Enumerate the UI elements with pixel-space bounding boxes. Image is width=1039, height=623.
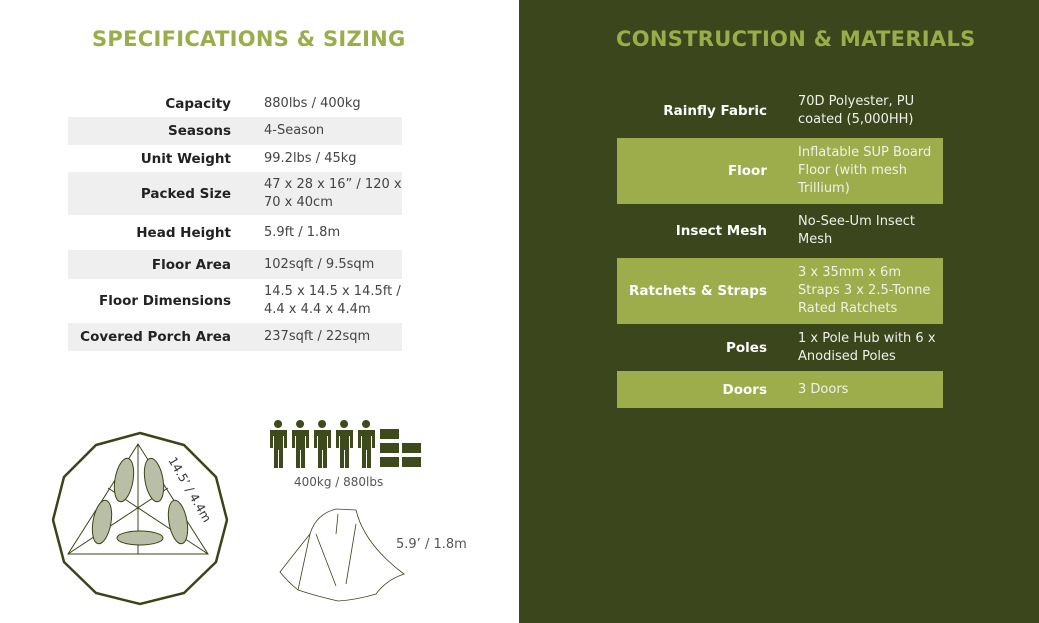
table-row: Ratchets & Straps 3 x 35mm x 6m Straps 3 … xyxy=(617,258,943,324)
person-icon xyxy=(336,420,353,468)
construction-panel: CONSTRUCTION & MATERIALS Rainfly Fabric 7… xyxy=(519,0,1039,623)
row-label: Seasons xyxy=(168,123,231,139)
table-row: Floor Area 102sqft / 9.5sqm xyxy=(68,250,402,279)
row-label: Poles xyxy=(726,339,767,356)
row-label: Floor Area xyxy=(151,256,231,273)
luggage-icon xyxy=(380,429,399,439)
row-label: Insect Mesh xyxy=(675,223,767,239)
table-row: Insect Mesh No-See-Um Insect Mesh xyxy=(617,204,943,258)
table-row: Seasons 4-Season xyxy=(68,117,402,145)
luggage-icon xyxy=(402,443,421,453)
table-row: Unit Weight 99.2lbs / 45kg xyxy=(68,145,402,172)
row-value: 99.2lbs / 45kg xyxy=(264,150,357,166)
table-row: Capacity 880lbs / 400kg xyxy=(68,90,402,117)
row-value: 880lbs / 400kg xyxy=(264,95,361,111)
capacity-icons xyxy=(270,420,421,468)
height-label: 5.9’ / 1.8m xyxy=(396,537,467,552)
luggage-icon xyxy=(402,457,421,467)
row-label: Unit Weight xyxy=(140,150,231,167)
specifications-panel: SPECIFICATIONS & SIZING Capacity 880lbs /… xyxy=(0,0,519,623)
row-value: No-See-Um Insect Mesh xyxy=(798,214,915,247)
row-label: Rainfly Fabric xyxy=(663,103,767,119)
construction-table: Rainfly Fabric 70D Polyester, PU coated (… xyxy=(617,84,943,408)
luggage-icon xyxy=(380,443,399,453)
row-value: 14.5 x 14.5 x 14.5ft / 4.4 x 4.4 x 4.4m xyxy=(264,284,401,317)
person-icon xyxy=(270,420,287,468)
floor-plan-diagram: 14.5’ / 4.4m xyxy=(51,431,229,606)
row-label: Capacity xyxy=(165,95,231,112)
capacity-label: 400kg / 880lbs xyxy=(294,475,384,489)
table-row: Head Height 5.9ft / 1.8m xyxy=(68,215,402,250)
specs-title: SPECIFICATIONS & SIZING xyxy=(92,27,406,51)
table-row: Doors 3 Doors xyxy=(617,371,943,408)
row-label: Covered Porch Area xyxy=(80,329,231,345)
person-icon xyxy=(358,420,375,468)
person-icon xyxy=(292,420,309,468)
row-value: 3 x 35mm x 6m Straps 3 x 2.5-Tonne Rated… xyxy=(798,265,931,316)
person-icon xyxy=(314,420,331,468)
luggage-icon xyxy=(380,457,399,467)
row-value: 47 x 28 x 16” / 120 x 70 x 40cm xyxy=(264,176,402,210)
table-row: Rainfly Fabric 70D Polyester, PU coated (… xyxy=(617,84,943,138)
row-label: Doors xyxy=(722,381,767,398)
row-label: Packed Size xyxy=(140,185,231,202)
row-value: 5.9ft / 1.8m xyxy=(264,224,341,240)
row-value: 3 Doors xyxy=(798,381,849,397)
row-label: Floor Dimensions xyxy=(98,293,231,309)
table-row: Packed Size 47 x 28 x 16” / 120 x 70 x 40… xyxy=(68,172,402,215)
row-value: 102sqft / 9.5sqm xyxy=(264,256,375,272)
table-row: Poles 1 x Pole Hub with 6 x Anodised Pole… xyxy=(617,324,943,371)
table-row: Floor Inflatable SUP Board Floor (with me… xyxy=(617,138,943,204)
tent-height-diagram xyxy=(279,508,405,602)
row-label: Ratchets & Straps xyxy=(628,283,767,299)
row-value: 1 x Pole Hub with 6 x Anodised Poles xyxy=(798,330,936,364)
row-value: Inflatable SUP Board Floor (with mesh Tr… xyxy=(798,145,932,196)
row-value: 70D Polyester, PU coated (5,000HH) xyxy=(798,94,915,127)
specs-table: Capacity 880lbs / 400kg Seasons 4-Season Uni… xyxy=(68,90,402,351)
table-row: Floor Dimensions 14.5 x 14.5 x 14.5ft / 4… xyxy=(68,279,402,323)
row-value: 237sqft / 22sqm xyxy=(264,329,371,344)
construction-title: CONSTRUCTION & MATERIALS xyxy=(616,27,976,51)
row-label: Head Height xyxy=(136,224,231,241)
row-label: Floor xyxy=(727,163,767,179)
table-row: Covered Porch Area 237sqft / 22sqm xyxy=(68,323,402,351)
row-value: 4-Season xyxy=(264,123,325,138)
